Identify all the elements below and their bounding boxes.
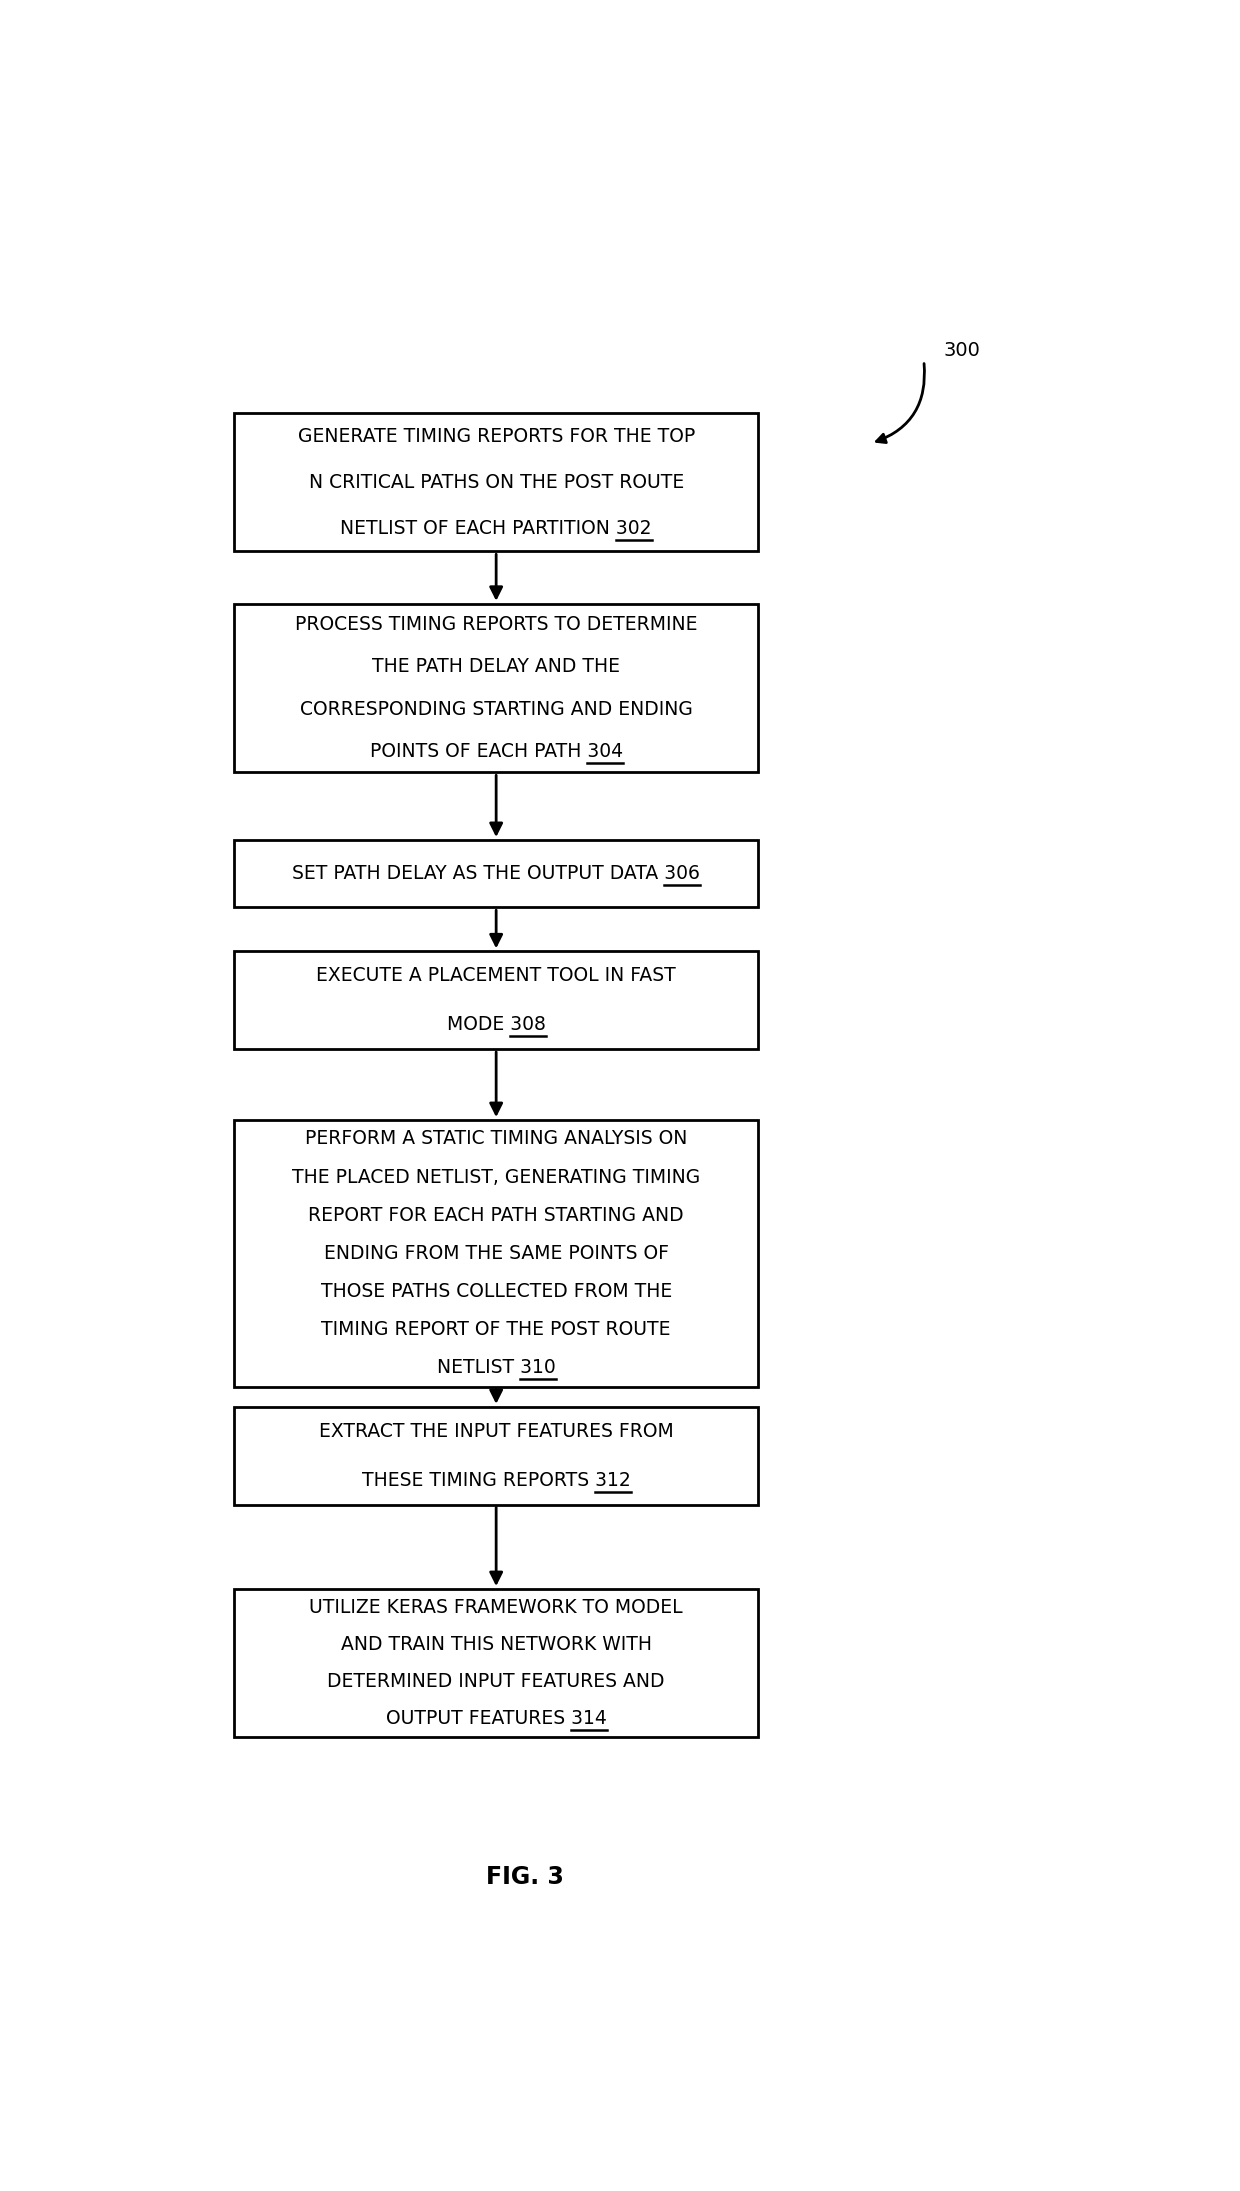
Bar <box>234 1588 758 1737</box>
Bar <box>234 839 758 907</box>
Text: THE PATH DELAY AND THE: THE PATH DELAY AND THE <box>372 657 620 677</box>
Text: FIG. 3: FIG. 3 <box>486 1865 564 1889</box>
Text: PROCESS TIMING REPORTS TO DETERMINE: PROCESS TIMING REPORTS TO DETERMINE <box>295 616 697 635</box>
Text: 300: 300 <box>944 342 981 359</box>
Text: EXTRACT THE INPUT FEATURES FROM: EXTRACT THE INPUT FEATURES FROM <box>319 1422 673 1442</box>
Bar <box>234 605 758 773</box>
Text: THOSE PATHS COLLECTED FROM THE: THOSE PATHS COLLECTED FROM THE <box>320 1282 672 1301</box>
Text: NETLIST 310: NETLIST 310 <box>436 1358 556 1376</box>
Text: CORRESPONDING STARTING AND ENDING: CORRESPONDING STARTING AND ENDING <box>300 699 693 719</box>
Bar <box>234 1407 758 1505</box>
Text: UTILIZE KERAS FRAMEWORK TO MODEL: UTILIZE KERAS FRAMEWORK TO MODEL <box>309 1597 683 1617</box>
Text: GENERATE TIMING REPORTS FOR THE TOP: GENERATE TIMING REPORTS FOR THE TOP <box>298 427 694 445</box>
Bar <box>234 1120 758 1387</box>
Bar <box>234 951 758 1049</box>
Text: EXECUTE A PLACEMENT TOOL IN FAST: EXECUTE A PLACEMENT TOOL IN FAST <box>316 966 676 986</box>
Bar <box>234 414 758 552</box>
Text: AND TRAIN THIS NETWORK WITH: AND TRAIN THIS NETWORK WITH <box>341 1634 652 1654</box>
Text: N CRITICAL PATHS ON THE POST ROUTE: N CRITICAL PATHS ON THE POST ROUTE <box>309 473 683 491</box>
Text: THESE TIMING REPORTS 312: THESE TIMING REPORTS 312 <box>362 1470 630 1490</box>
Text: DETERMINED INPUT FEATURES AND: DETERMINED INPUT FEATURES AND <box>327 1672 665 1691</box>
Text: ENDING FROM THE SAME POINTS OF: ENDING FROM THE SAME POINTS OF <box>324 1244 668 1262</box>
Text: SET PATH DELAY AS THE OUTPUT DATA 306: SET PATH DELAY AS THE OUTPUT DATA 306 <box>293 863 701 883</box>
Text: NETLIST OF EACH PARTITION 302: NETLIST OF EACH PARTITION 302 <box>341 519 652 537</box>
Text: TIMING REPORT OF THE POST ROUTE: TIMING REPORT OF THE POST ROUTE <box>321 1319 671 1339</box>
Text: PERFORM A STATIC TIMING ANALYSIS ON: PERFORM A STATIC TIMING ANALYSIS ON <box>305 1131 687 1148</box>
Text: THE PLACED NETLIST, GENERATING TIMING: THE PLACED NETLIST, GENERATING TIMING <box>293 1168 701 1188</box>
Text: POINTS OF EACH PATH 304: POINTS OF EACH PATH 304 <box>370 743 622 760</box>
Text: REPORT FOR EACH PATH STARTING AND: REPORT FOR EACH PATH STARTING AND <box>309 1205 684 1225</box>
Text: MODE 308: MODE 308 <box>446 1014 546 1034</box>
Text: OUTPUT FEATURES 314: OUTPUT FEATURES 314 <box>386 1709 606 1729</box>
